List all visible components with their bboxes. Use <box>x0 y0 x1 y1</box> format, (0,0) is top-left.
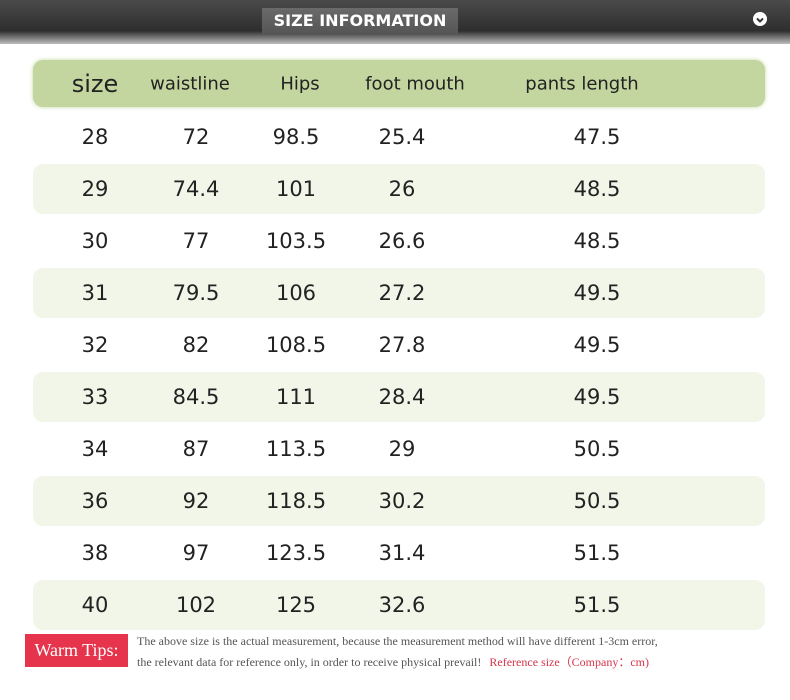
table-cell: 25.4 <box>378 125 426 149</box>
row-band <box>33 164 765 214</box>
table-cell: 118.5 <box>265 489 327 513</box>
table-cell: 103.5 <box>265 229 327 253</box>
table-cell: 108.5 <box>265 333 327 357</box>
table-cell: 31.4 <box>378 541 426 565</box>
table-cell: 28 <box>81 125 109 149</box>
table-cell: 113.5 <box>265 437 327 461</box>
table-cell: 92 <box>182 489 210 513</box>
table-cell: 125 <box>275 593 317 617</box>
row-band <box>33 268 765 318</box>
table-cell: 50.5 <box>573 489 621 513</box>
table-cell: 27.2 <box>378 281 426 305</box>
table-cell: 34 <box>81 437 109 461</box>
table-cell: 32 <box>81 333 109 357</box>
row-band <box>33 580 765 630</box>
table-cell: 87 <box>182 437 210 461</box>
table-cell: 31 <box>81 281 109 305</box>
table-cell: 29 <box>81 177 109 201</box>
table-cell: 98.5 <box>272 125 320 149</box>
table-cell: 106 <box>275 281 317 305</box>
tip-line: The above size is the actual measurement… <box>137 634 658 648</box>
chevron <box>756 17 764 23</box>
expand-icon[interactable] <box>753 12 767 26</box>
column-header: waistline <box>150 73 230 95</box>
tip-line-2: the relevant data for reference only, in… <box>137 653 649 670</box>
table-cell: 79.5 <box>172 281 220 305</box>
table-cell: 51.5 <box>573 593 621 617</box>
column-header: size <box>71 70 119 98</box>
table-cell: 49.5 <box>573 385 621 409</box>
table-cell: 38 <box>81 541 109 565</box>
table-cell: 102 <box>175 593 217 617</box>
table-cell: 111 <box>275 385 317 409</box>
row-band <box>33 372 765 422</box>
header-row <box>33 60 765 107</box>
tip-text: the relevant data for reference only, in… <box>137 655 482 669</box>
table-cell: 32.6 <box>378 593 426 617</box>
column-header: Hips <box>280 73 320 95</box>
table-cell: 50.5 <box>573 437 621 461</box>
table-cell: 84.5 <box>172 385 220 409</box>
column-header: pants length <box>525 73 639 95</box>
column-header: foot mouth <box>365 73 465 95</box>
table-cell: 36 <box>81 489 109 513</box>
table-cell: 27.8 <box>378 333 426 357</box>
tips-label: Warm Tips: <box>25 634 128 667</box>
table-cell: 28.4 <box>378 385 426 409</box>
table-cell: 30 <box>81 229 109 253</box>
table-cell: 40 <box>81 593 109 617</box>
table-cell: 82 <box>182 333 210 357</box>
table-cell: 97 <box>182 541 210 565</box>
table-cell: 72 <box>182 125 210 149</box>
table-cell: 74.4 <box>172 177 220 201</box>
table-cell: 30.2 <box>378 489 426 513</box>
table-cell: 123.5 <box>265 541 327 565</box>
top-bar: SIZE INFORMATION <box>0 0 790 44</box>
row-band <box>33 476 765 526</box>
title: SIZE INFORMATION <box>262 8 458 34</box>
table-cell: 33 <box>81 385 109 409</box>
table-cell: 49.5 <box>573 333 621 357</box>
table-cell: 26 <box>388 177 416 201</box>
table-cell: 77 <box>182 229 210 253</box>
table-cell: 29 <box>388 437 416 461</box>
table-cell: 47.5 <box>573 125 621 149</box>
table-cell: 51.5 <box>573 541 621 565</box>
reference: Reference size（Company：cm) <box>489 655 649 669</box>
table-cell: 101 <box>275 177 317 201</box>
table-cell: 26.6 <box>378 229 426 253</box>
table-cell: 48.5 <box>573 229 621 253</box>
table-cell: 49.5 <box>573 281 621 305</box>
table-cell: 48.5 <box>573 177 621 201</box>
